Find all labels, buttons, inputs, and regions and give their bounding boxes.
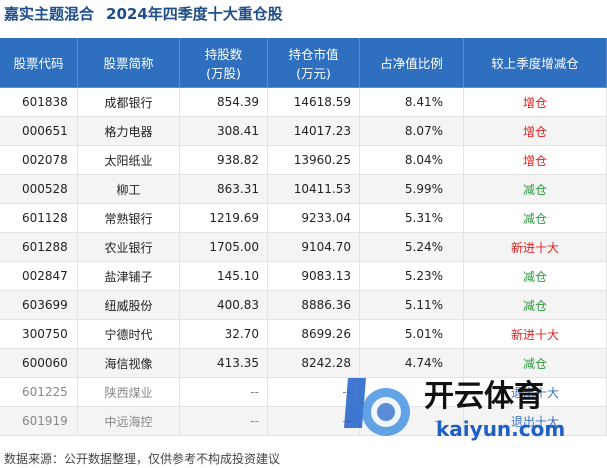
watermark-site: kaiyun.com — [436, 417, 565, 441]
table-cell: 14618.59 — [268, 88, 360, 117]
table-cell: -- — [180, 378, 268, 407]
header-line: 较上季度增减仓 — [491, 56, 579, 71]
table-cell: 5.99% — [360, 175, 464, 204]
table-cell: 32.70 — [180, 320, 268, 349]
table-cell: 400.83 — [180, 291, 268, 320]
table-cell: 5.31% — [360, 204, 464, 233]
table-cell: 9083.13 — [268, 262, 360, 291]
table-cell: 陕西煤业 — [78, 378, 180, 407]
table-cell: 减仓 — [464, 291, 607, 320]
watermark-brand: 开云体育 — [424, 379, 544, 414]
table-cell: 10411.53 — [268, 175, 360, 204]
table-cell: 减仓 — [464, 349, 607, 378]
table-cell: 8.04% — [360, 146, 464, 175]
table-cell: 中远海控 — [78, 407, 180, 436]
watermark-logo: 开云体育 kaiyun.com — [344, 378, 565, 441]
table-cell: 9104.70 — [268, 233, 360, 262]
table-cell: 601288 — [0, 233, 78, 262]
table-cell: 4.74% — [360, 349, 464, 378]
table-cell: 863.31 — [180, 175, 268, 204]
table-cell: -- — [268, 378, 360, 407]
table-cell: 308.41 — [180, 117, 268, 146]
table-cell: 退出十大 — [464, 378, 607, 407]
table-cell: 002078 — [0, 146, 78, 175]
table-cell: 格力电器 — [78, 117, 180, 146]
table-cell: 8242.28 — [268, 349, 360, 378]
table-cell: 海信视像 — [78, 349, 180, 378]
header-line: 持仓市值 — [288, 46, 339, 62]
table-cell: 8.41% — [360, 88, 464, 117]
column-header: 股票代码 — [0, 38, 78, 88]
column-header: 持仓市值 (万元) — [268, 38, 360, 88]
table-cell: 1705.00 — [180, 233, 268, 262]
table-cell: 000528 — [0, 175, 78, 204]
table-cell: 8886.36 — [268, 291, 360, 320]
header-line: 占净值比例 — [380, 56, 443, 71]
table-cell: 常熟银行 — [78, 204, 180, 233]
table-cell: 601128 — [0, 204, 78, 233]
table-cell: 5.24% — [360, 233, 464, 262]
table-cell: 600060 — [0, 349, 78, 378]
watermark: 开云体育 kaiyun.com — [340, 368, 602, 446]
table-cell: 盐津铺子 — [78, 262, 180, 291]
table-cell: 宁德时代 — [78, 320, 180, 349]
table-cell: 成都银行 — [78, 88, 180, 117]
table-cell: 9233.04 — [268, 204, 360, 233]
table-cell: 002847 — [0, 262, 78, 291]
table-cell: 减仓 — [464, 262, 607, 291]
table-cell: 601838 — [0, 88, 78, 117]
table-cell: 145.10 — [180, 262, 268, 291]
table-cell: 新进十大 — [464, 233, 607, 262]
table-cell: 854.39 — [180, 88, 268, 117]
table-cell: 柳工 — [78, 175, 180, 204]
table-cell: -- — [180, 407, 268, 436]
table-cell: 纽威股份 — [78, 291, 180, 320]
table-cell: 000651 — [0, 117, 78, 146]
table-cell: 938.82 — [180, 146, 268, 175]
fund-name: 嘉实主题混合 — [4, 5, 95, 23]
column-header: 占净值比例 — [360, 38, 464, 88]
table-cell: 减仓 — [464, 204, 607, 233]
table-cell: 413.35 — [180, 349, 268, 378]
table-cell: 603699 — [0, 291, 78, 320]
table-cell: 太阳纸业 — [78, 146, 180, 175]
table-cell: 601919 — [0, 407, 78, 436]
column-header: 股票简称 — [78, 38, 180, 88]
table-cell: 退出十大 — [464, 407, 607, 436]
table-cell: 增仓 — [464, 88, 607, 117]
table-cell: 1219.69 — [180, 204, 268, 233]
table-cell: 8699.26 — [268, 320, 360, 349]
header-line: 股票简称 — [103, 56, 154, 71]
table-cell: 5.23% — [360, 262, 464, 291]
table-cell: 8.07% — [360, 117, 464, 146]
column-header: 持股数 (万股) — [180, 38, 268, 88]
table-cell: 减仓 — [464, 175, 607, 204]
table-cell: 增仓 — [464, 117, 607, 146]
table-cell: 300750 — [0, 320, 78, 349]
header-line: 持股数 — [204, 46, 243, 62]
table-cell: 14017.23 — [268, 117, 360, 146]
title: 嘉实主题混合 2024年四季度十大重仓股 — [4, 3, 295, 24]
table-cell: 新进十大 — [464, 320, 607, 349]
header-line: 股票代码 — [13, 56, 64, 71]
column-header: 较上季度增减仓 — [464, 38, 607, 88]
table-cell: 增仓 — [464, 146, 607, 175]
table-cell: 5.11% — [360, 291, 464, 320]
table-cell: 13960.25 — [268, 146, 360, 175]
footer: 数据来源：公开数据整理，仅供参考不构成投资建议 — [4, 452, 281, 466]
table-title: 2024年四季度十大重仓股 — [106, 5, 283, 23]
table-cell: 601225 — [0, 378, 78, 407]
table-cell: 农业银行 — [78, 233, 180, 262]
header-line: (万元) — [296, 65, 331, 81]
header-line: (万股) — [206, 65, 241, 81]
table-cell: 5.01% — [360, 320, 464, 349]
